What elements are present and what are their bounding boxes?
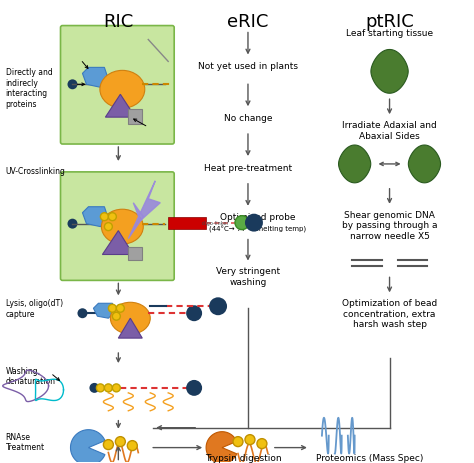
Polygon shape: [338, 146, 371, 183]
Text: Leaf starting tissue: Leaf starting tissue: [346, 29, 433, 38]
Circle shape: [209, 298, 227, 316]
Circle shape: [257, 439, 267, 449]
Circle shape: [116, 305, 124, 313]
Text: RNAse
Treatment: RNAse Treatment: [6, 432, 45, 451]
Polygon shape: [371, 50, 408, 94]
Circle shape: [77, 308, 87, 319]
Ellipse shape: [100, 71, 145, 109]
Text: Lysis, oligo(dT)
capture: Lysis, oligo(dT) capture: [6, 299, 63, 318]
Polygon shape: [82, 207, 109, 227]
Ellipse shape: [101, 210, 143, 244]
Polygon shape: [82, 68, 109, 88]
Circle shape: [109, 305, 116, 313]
Circle shape: [115, 437, 125, 447]
Text: Heat pre-treatment: Heat pre-treatment: [204, 163, 292, 173]
FancyBboxPatch shape: [168, 217, 206, 229]
Text: Very stringent
washing: Very stringent washing: [216, 267, 280, 286]
Text: UV-Crosslinking: UV-Crosslinking: [6, 167, 65, 175]
Circle shape: [186, 380, 202, 396]
Circle shape: [245, 435, 255, 444]
Circle shape: [104, 384, 112, 392]
Circle shape: [245, 214, 263, 232]
Circle shape: [112, 313, 120, 320]
Text: Shear genomic DNA
by passing through a
narrow needle X5: Shear genomic DNA by passing through a n…: [342, 210, 438, 240]
Circle shape: [104, 223, 112, 231]
Text: Proteomics (Mass Spec): Proteomics (Mass Spec): [316, 452, 423, 462]
Circle shape: [128, 441, 137, 450]
Text: Not yet used in plants: Not yet used in plants: [198, 62, 298, 71]
Polygon shape: [71, 430, 105, 463]
Circle shape: [235, 216, 249, 230]
Text: Directly and
indirecly
interacting
proteins: Directly and indirecly interacting prote…: [6, 68, 53, 108]
Circle shape: [67, 219, 77, 229]
Polygon shape: [409, 146, 440, 183]
Polygon shape: [105, 95, 135, 118]
Circle shape: [67, 80, 77, 90]
Polygon shape: [93, 304, 115, 319]
Polygon shape: [102, 231, 133, 255]
Text: Trypsin digestion: Trypsin digestion: [205, 452, 281, 462]
Text: oligo-linker: oligo-linker: [201, 221, 229, 225]
Circle shape: [103, 440, 113, 450]
Circle shape: [186, 306, 202, 321]
Text: Optimization of bead
concentration, extra
harsh wash step: Optimization of bead concentration, extr…: [342, 299, 437, 328]
Polygon shape: [206, 432, 237, 463]
Polygon shape: [128, 181, 160, 239]
Text: eRIC: eRIC: [227, 13, 269, 31]
Text: ptRIC: ptRIC: [365, 13, 414, 31]
Circle shape: [96, 384, 104, 392]
Circle shape: [109, 213, 116, 221]
Ellipse shape: [110, 303, 150, 334]
Text: (44°C→ 77°C melting temp): (44°C→ 77°C melting temp): [210, 225, 307, 232]
Circle shape: [233, 437, 243, 447]
Polygon shape: [128, 110, 142, 125]
Polygon shape: [128, 247, 142, 261]
Text: Irradiate Adaxial and
Abaxial Sides: Irradiate Adaxial and Abaxial Sides: [342, 121, 437, 140]
Polygon shape: [118, 319, 142, 338]
Circle shape: [112, 384, 120, 392]
Circle shape: [90, 383, 100, 393]
Text: No change: No change: [224, 114, 272, 123]
Text: Washing,
denaturation: Washing, denaturation: [6, 366, 55, 386]
FancyBboxPatch shape: [61, 26, 174, 145]
FancyBboxPatch shape: [61, 173, 174, 281]
Circle shape: [100, 213, 109, 221]
Text: RIC: RIC: [103, 13, 134, 31]
Text: Optimized probe: Optimized probe: [220, 212, 296, 221]
